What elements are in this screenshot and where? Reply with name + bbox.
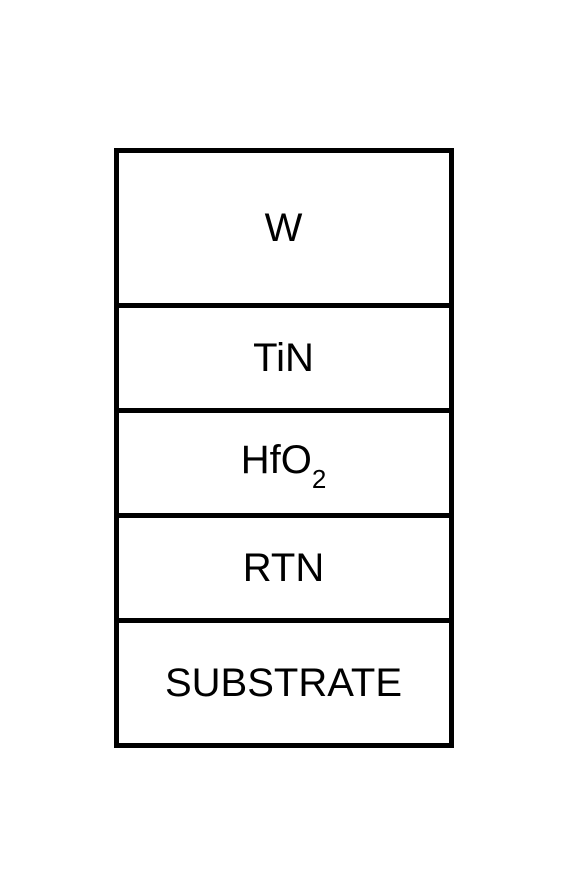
- layer-label: RTN: [243, 546, 324, 591]
- layer-label: SUBSTRATE: [165, 661, 402, 706]
- layer-hfo2: HfO2: [119, 413, 449, 518]
- layer-stack-diagram: W TiN HfO2 RTN SUBSTRATE: [114, 148, 454, 748]
- layer-label: W: [265, 206, 303, 251]
- layer-label: TiN: [253, 336, 314, 381]
- layer-w: W: [119, 153, 449, 308]
- layer-rtn: RTN: [119, 518, 449, 623]
- layer-substrate: SUBSTRATE: [119, 623, 449, 743]
- layer-tin: TiN: [119, 308, 449, 413]
- layer-label: HfO2: [241, 438, 327, 489]
